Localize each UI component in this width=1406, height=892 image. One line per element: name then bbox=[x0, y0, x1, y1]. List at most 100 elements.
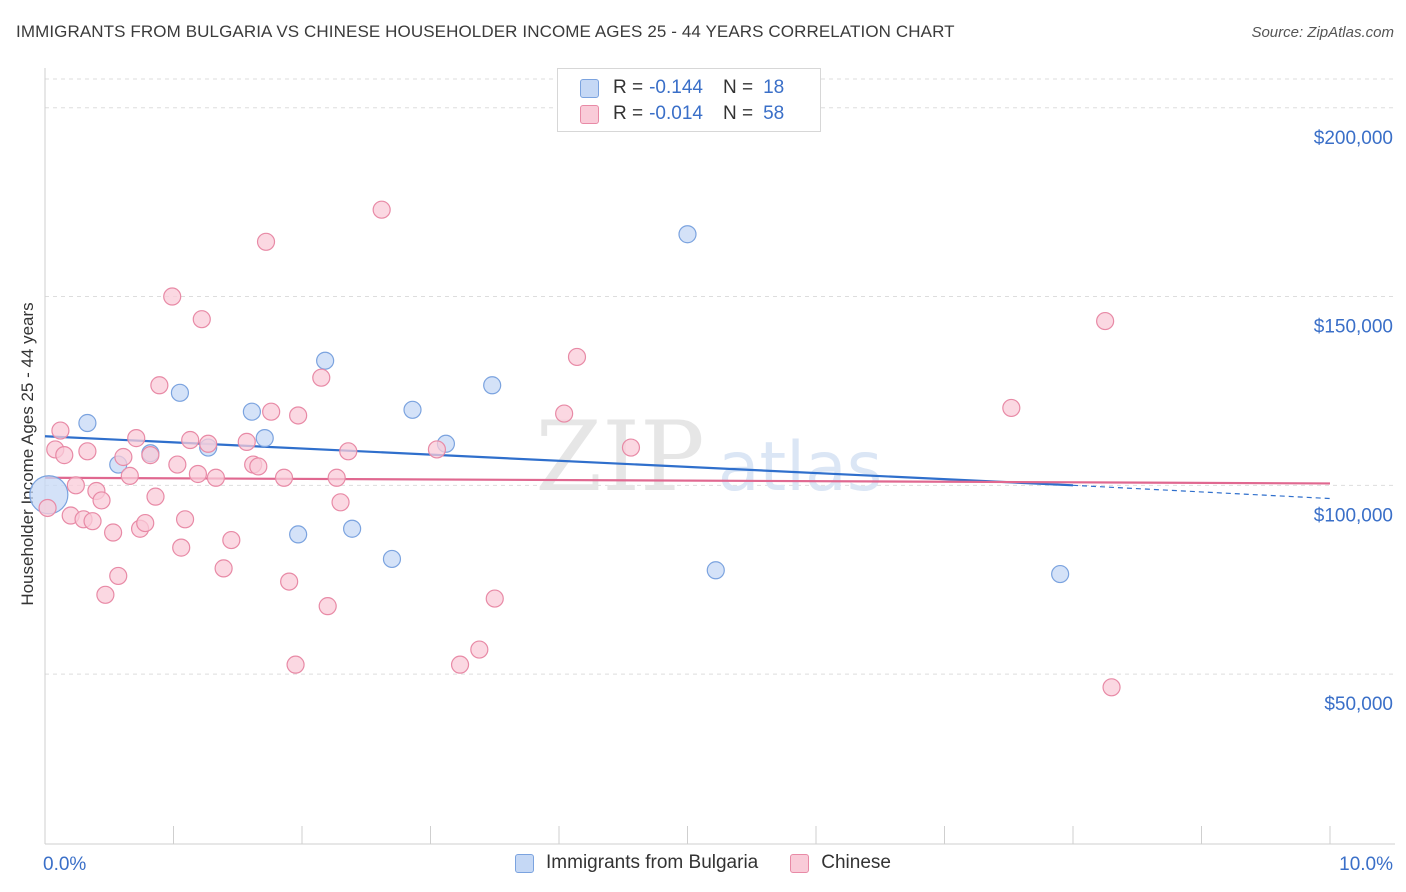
bulgaria-point bbox=[483, 376, 502, 395]
legend-r-label: R = bbox=[613, 103, 644, 124]
chinese-point bbox=[274, 468, 294, 487]
chinese-point bbox=[168, 455, 187, 474]
chinese-point bbox=[327, 468, 346, 487]
chinese-point bbox=[192, 310, 211, 329]
chinese-point bbox=[372, 200, 391, 219]
chinese-point bbox=[256, 232, 276, 251]
chinese-point bbox=[51, 421, 70, 440]
chinese-point bbox=[1096, 311, 1115, 331]
series-swatch-blue bbox=[515, 853, 535, 873]
chinese-point bbox=[199, 434, 218, 453]
chinese-point bbox=[146, 487, 165, 506]
chinese-point bbox=[172, 538, 191, 557]
chinese-point bbox=[96, 585, 115, 604]
chinese-point bbox=[104, 523, 123, 542]
chinese-trend-line bbox=[44, 476, 1331, 485]
chinese-point bbox=[150, 376, 169, 395]
chinese-point bbox=[66, 476, 85, 495]
chinese-point bbox=[175, 510, 195, 529]
grid-layer bbox=[45, 78, 1395, 675]
chinese-point bbox=[567, 347, 587, 367]
source-label: Source: ZipAtlas.com bbox=[1251, 24, 1394, 41]
chart-title: IMMIGRANTS FROM BULGARIA VS CHINESE HOUS… bbox=[16, 22, 955, 41]
chinese-point bbox=[470, 640, 489, 659]
bulgaria-point bbox=[678, 225, 697, 244]
legend-r-label: R = bbox=[613, 77, 644, 98]
chinese-point bbox=[286, 655, 305, 674]
chinese-point bbox=[136, 513, 155, 533]
bulgaria-point bbox=[242, 402, 261, 421]
legend-swatch-pink bbox=[580, 104, 599, 124]
legend-row-bulgaria: R = -0.144 N = 18 bbox=[580, 76, 784, 100]
chinese-point bbox=[249, 457, 268, 476]
chinese-point bbox=[331, 493, 350, 512]
chinese-point bbox=[83, 512, 102, 531]
chinese-point bbox=[127, 429, 146, 448]
legend-r-value: -0.014 bbox=[649, 103, 703, 124]
axis-layer: $50,000 $100,000 $150,000 $200,000 0.0% 10.0% bbox=[43, 68, 1395, 875]
chinese-point bbox=[163, 287, 182, 306]
chinese-point bbox=[621, 438, 641, 457]
chinese-point bbox=[1002, 398, 1021, 418]
chinese-point bbox=[222, 530, 241, 550]
chinese-point bbox=[55, 446, 74, 465]
chinese-point bbox=[78, 442, 97, 461]
bulgaria-point bbox=[78, 413, 97, 433]
legend-n-label: N = bbox=[722, 103, 754, 124]
chinese-point bbox=[188, 464, 208, 484]
bulgaria-point bbox=[403, 400, 422, 419]
chinese-point bbox=[289, 406, 308, 425]
chinese-point bbox=[280, 572, 299, 591]
chinese-point bbox=[237, 432, 256, 451]
chinese-point bbox=[38, 498, 57, 518]
legend-n-label: N = bbox=[722, 77, 754, 98]
chinese-point bbox=[181, 430, 200, 450]
x-tick-label-max: 10.0% bbox=[1339, 854, 1393, 875]
chinese-point bbox=[120, 466, 139, 485]
bulgaria-point bbox=[170, 383, 190, 402]
series-legend-chinese: Chinese bbox=[790, 852, 891, 874]
chinese-point bbox=[312, 368, 331, 387]
y-tick-label: $50,000 bbox=[1324, 694, 1393, 715]
y-tick-label: $200,000 bbox=[1314, 128, 1393, 149]
chinese-point bbox=[450, 655, 470, 674]
chinese-point bbox=[114, 447, 133, 467]
chinese-point bbox=[214, 559, 233, 578]
chinese-point bbox=[318, 597, 337, 616]
series-legend-bulgaria: Immigrants from Bulgaria bbox=[515, 852, 758, 874]
bulgaria-point bbox=[706, 561, 725, 580]
watermark: ZIP atlas bbox=[535, 401, 882, 513]
chinese-point bbox=[1102, 678, 1121, 697]
y-tick-label: $100,000 bbox=[1314, 505, 1393, 526]
bulgaria-point bbox=[1051, 564, 1070, 584]
bulgaria-point bbox=[382, 549, 402, 569]
series-label-bulgaria: Immigrants from Bulgaria bbox=[546, 852, 759, 873]
legend-n-value: 18 bbox=[763, 77, 785, 98]
chinese-point bbox=[141, 446, 160, 465]
chinese-point bbox=[555, 404, 574, 423]
legend-r-value: -0.144 bbox=[649, 77, 703, 98]
bulgaria-point bbox=[343, 519, 362, 538]
chinese-point bbox=[262, 402, 281, 421]
chinese-point bbox=[339, 442, 358, 461]
legend-n-value: 58 bbox=[763, 103, 785, 124]
legend-swatch-blue bbox=[580, 78, 599, 98]
chinese-point bbox=[92, 491, 111, 510]
watermark-atlas: atlas bbox=[718, 428, 882, 507]
bulgaria-point bbox=[255, 429, 274, 448]
bulgaria-point bbox=[289, 525, 308, 544]
y-tick-label: $150,000 bbox=[1314, 317, 1393, 338]
series-swatch-pink bbox=[790, 853, 810, 873]
chinese-point bbox=[206, 468, 226, 487]
chinese-point bbox=[485, 589, 504, 608]
point-layer bbox=[29, 200, 1121, 697]
bulgaria-trend-extension bbox=[1072, 484, 1331, 500]
chinese-point bbox=[109, 566, 128, 586]
correlation-legend: R = -0.144 N = 18 R = -0.014 N = 58 bbox=[557, 68, 821, 132]
legend-row-chinese: R = -0.014 N = 58 bbox=[580, 102, 784, 126]
x-tick-label-min: 0.0% bbox=[43, 854, 86, 875]
series-legend: Immigrants from Bulgaria Chinese bbox=[0, 852, 1406, 874]
chinese-point bbox=[427, 440, 447, 459]
bulgaria-point bbox=[316, 351, 335, 370]
